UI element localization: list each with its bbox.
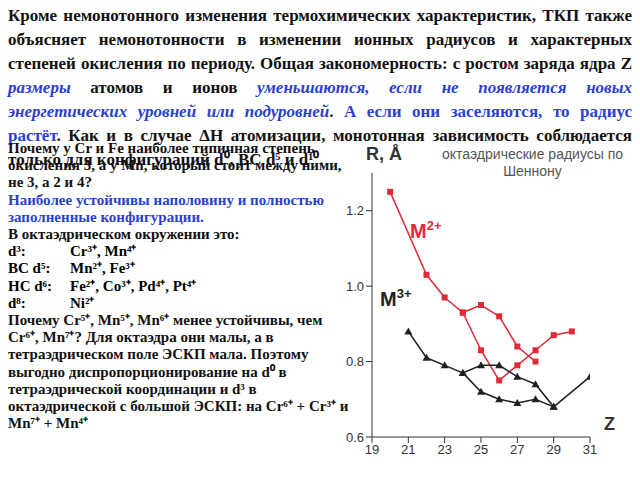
html-text:В октаэдрическом окружении это: В октаэдрическом окружении это: (8, 226, 240, 242)
html-text:Cr³⁺, Mn⁴⁺: Cr³⁺, Mn⁴⁺ (70, 243, 137, 260)
html-text:Наиболее устойчивы наполовину: Наиболее устойчивы наполовину и полность… (8, 191, 324, 225)
svg-text:21: 21 (401, 442, 415, 457)
html-text:M3+: M3+ (380, 286, 412, 310)
html-text:Почему у Cr и Fe наиболее типи: Почему у Cr и Fe наиболее типичная степе… (8, 140, 342, 191)
svg-text:23: 23 (437, 442, 451, 457)
html-text:октаэдрические радиусы по Шенн: октаэдрические радиусы по Шеннону (441, 146, 624, 179)
svg-text:29: 29 (546, 442, 560, 457)
html-text:Mn²⁺, Fe³⁺: Mn²⁺, Fe³⁺ (70, 260, 135, 277)
html-text:размеры атомов и ионов уменьша: размеры атомов и ионов уменьшаются, если… (8, 78, 632, 169)
html-text:Ni²⁺: Ni²⁺ (70, 294, 95, 311)
html-text:R, Å: R, Å (366, 144, 402, 164)
svg-text:1.2: 1.2 (346, 203, 364, 218)
svg-text:27: 27 (510, 442, 524, 457)
svg-text:0.6: 0.6 (346, 430, 364, 445)
html-text:Кроме немонотонного изменения: Кроме немонотонного изменения термохимич… (8, 6, 632, 73)
svg-text:25: 25 (474, 442, 488, 457)
svg-text:19: 19 (365, 442, 379, 457)
html-text:Z: Z (604, 414, 615, 434)
html-text:Fe²⁺, Co³⁺, Pd⁴⁺, Pt⁴⁺: Fe²⁺, Co³⁺, Pd⁴⁺, Pt⁴⁺ (70, 277, 197, 294)
svg-text:31: 31 (583, 442, 597, 457)
html-text:НС d⁶:: НС d⁶: (8, 277, 53, 294)
html-text:d⁸:: d⁸: (8, 294, 26, 311)
html-text:Почему Cr⁵⁺, Mn⁵⁺, Mn⁶⁺ менее: Почему Cr⁵⁺, Mn⁵⁺, Mn⁶⁺ менее устойчивы,… (8, 312, 349, 432)
html-text:d³:: d³: (8, 243, 26, 260)
html-text:ВС d⁵:: ВС d⁵: (8, 260, 51, 277)
html-text:M2+: M2+ (410, 218, 442, 242)
svg-text:0.8: 0.8 (346, 354, 364, 369)
svg-text:1.0: 1.0 (346, 279, 364, 294)
